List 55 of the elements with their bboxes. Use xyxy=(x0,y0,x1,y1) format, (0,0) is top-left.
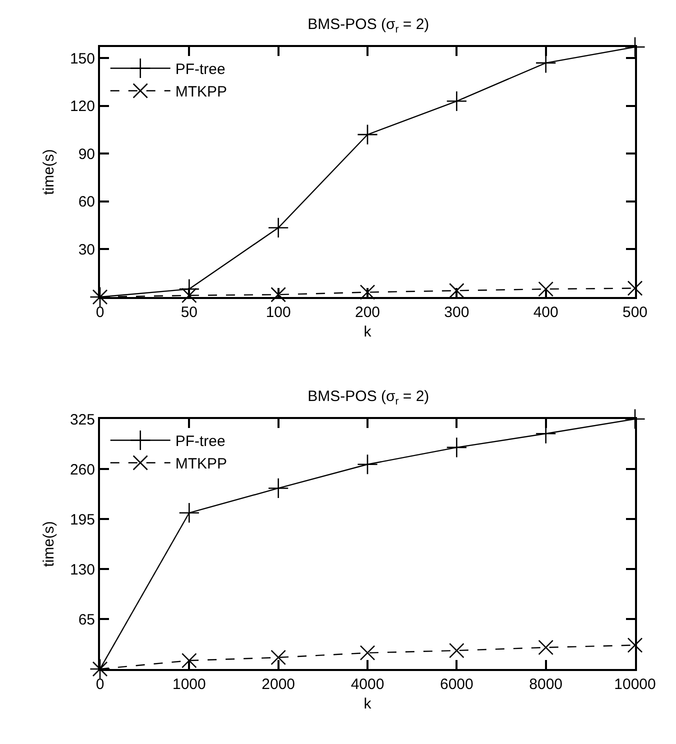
y-axis-title: time(s) xyxy=(40,149,58,195)
point xyxy=(268,217,289,238)
point xyxy=(360,284,376,300)
point xyxy=(627,280,643,296)
legend-label: PF-tree xyxy=(175,61,226,78)
point xyxy=(357,124,378,146)
point xyxy=(624,36,646,58)
x-tick-label: 8000 xyxy=(529,676,563,693)
point xyxy=(446,437,468,458)
point xyxy=(178,502,200,524)
x-axis-title: k xyxy=(364,696,372,712)
x-tick-label: 10000 xyxy=(614,676,656,693)
x-tick-label: 1000 xyxy=(172,676,206,693)
point xyxy=(538,640,554,656)
y-tick-label: 60 xyxy=(78,194,95,211)
legend-label: PF-tree xyxy=(175,433,226,450)
x-tick-label: 50 xyxy=(180,304,198,321)
x-tick-label: 100 xyxy=(266,304,291,321)
x-tick-label: 0 xyxy=(96,676,104,693)
x-tick-label: 300 xyxy=(444,304,470,321)
x-tick-label: 200 xyxy=(354,304,380,321)
x-tick-label: 0 xyxy=(96,304,104,321)
y-tick-label: 325 xyxy=(70,411,95,428)
point xyxy=(182,652,197,668)
point xyxy=(360,645,376,660)
legend-label: MTKPP xyxy=(175,456,228,473)
point xyxy=(627,638,643,653)
point xyxy=(270,286,286,302)
point xyxy=(268,478,289,499)
y-tick-label: 150 xyxy=(70,50,95,68)
y-tick-label: 130 xyxy=(70,561,95,578)
chart-title: BMS-POS (σ$_{r}$ = 2) xyxy=(308,388,430,408)
y-tick-label: 30 xyxy=(78,241,95,258)
point xyxy=(446,90,468,112)
point xyxy=(449,642,464,658)
y-tick-label: 195 xyxy=(70,511,95,528)
x-axis-title: k xyxy=(364,324,372,340)
x-tick-label: 6000 xyxy=(440,676,474,693)
y-tick-label: 90 xyxy=(78,146,95,163)
point xyxy=(449,282,464,298)
point xyxy=(270,650,286,666)
y-tick-label: 260 xyxy=(70,461,95,478)
x-tick-label: 400 xyxy=(533,304,558,321)
x-tick-label: 500 xyxy=(622,304,648,321)
y-tick-label: 120 xyxy=(70,98,95,116)
point xyxy=(538,281,554,297)
point xyxy=(357,454,378,475)
point xyxy=(624,408,646,430)
y-tick-label: 65 xyxy=(78,611,95,628)
x-tick-label: 4000 xyxy=(350,676,384,693)
x-tick-label: 2000 xyxy=(262,676,296,693)
y-axis-title: time(s) xyxy=(40,521,58,567)
point xyxy=(182,288,197,304)
chart-title: BMS-POS (σ$_{r}$ = 2) xyxy=(308,16,430,36)
legend-label: MTKPP xyxy=(175,84,228,101)
